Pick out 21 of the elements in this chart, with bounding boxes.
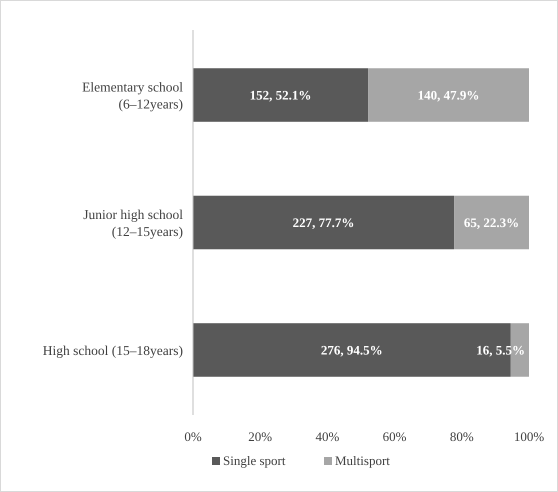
legend-label: Single sport	[223, 453, 286, 468]
data-label: 16, 5.5%	[476, 342, 525, 358]
data-label: 152, 52.1%	[250, 88, 312, 103]
x-tick-label: 100%	[514, 429, 544, 444]
bar	[454, 196, 529, 250]
y-tick-label: Junior high school (12–15years)	[83, 206, 184, 238]
legend-label: Multisport	[335, 453, 390, 468]
x-tick-label: 0%	[184, 429, 202, 444]
data-label: 65, 22.3%	[464, 215, 520, 230]
data-label: 140, 47.9%	[418, 88, 480, 103]
bar	[368, 68, 529, 122]
x-tick-label: 60%	[382, 429, 407, 444]
x-tick-label: 80%	[450, 429, 474, 444]
x-tick-label: 20%	[248, 429, 272, 444]
y-tick-label: High school (15–18years)	[42, 342, 183, 358]
bar	[193, 68, 368, 122]
data-label: 276, 94.5%	[320, 342, 383, 358]
data-label: 227, 77.7%	[292, 215, 354, 230]
x-tick-label: 40%	[315, 429, 340, 444]
bar	[193, 196, 454, 250]
y-tick-label: Elementary school (6–12years)	[82, 79, 184, 112]
